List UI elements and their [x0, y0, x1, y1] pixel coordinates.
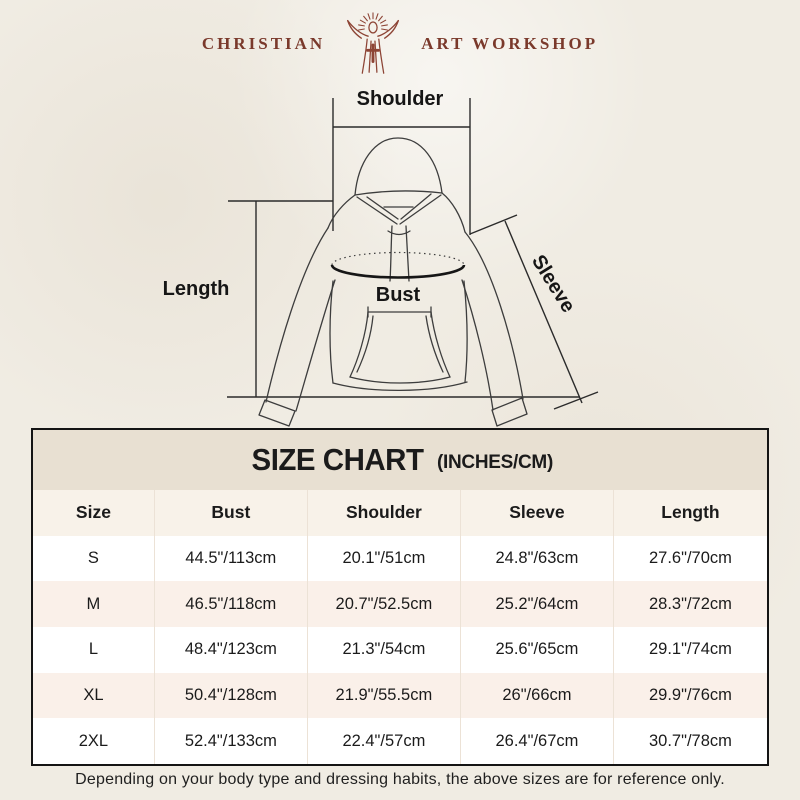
size-chart-title-band: SIZE CHART (INCHES/CM)	[33, 430, 767, 490]
jesus-open-arms-icon	[347, 12, 400, 74]
bust-line-dotted	[331, 251, 465, 266]
table-row-2xl: 2XL 52.4"/133cm 22.4"/57cm 26.4"/67cm 30…	[33, 718, 767, 765]
cell-shoulder: 21.9"/55.5cm	[308, 672, 461, 719]
col-header-length: Length	[661, 502, 720, 523]
shoulder-measure-lines	[332, 98, 471, 235]
shoulder-label: Shoulder	[357, 88, 444, 110]
figure-head	[368, 21, 378, 34]
reference-note: Depending on your body type and dressing…	[75, 771, 725, 788]
brand-name-left: CHRISTIAN	[201, 34, 326, 53]
cross-icon	[366, 43, 381, 63]
table-header-row: Size Bust Shoulder Sleeve Length	[33, 490, 767, 536]
col-header-sleeve: Sleeve	[461, 490, 614, 536]
cell-sleeve: 24.8"/63cm	[461, 535, 614, 582]
cell-length: 29.1"/74cm	[649, 640, 732, 659]
length-label: Length	[163, 278, 230, 300]
cell-sleeve: 26"/66cm	[461, 672, 614, 719]
sleeve-measure-lines	[469, 214, 599, 410]
cell-size: M	[33, 581, 155, 628]
col-header-shoulder: Shoulder	[308, 490, 461, 536]
hoodie-sketch: Shoulder Length Bust Sleeve	[163, 88, 599, 427]
cell-bust: 50.4"/128cm	[155, 672, 308, 719]
cell-size: L	[33, 627, 155, 673]
length-measure-lines	[227, 200, 580, 398]
table-row-l: L 48.4"/123cm 21.3"/54cm 25.6"/65cm 29.1…	[33, 627, 767, 673]
cell-shoulder: 20.7"/52.5cm	[308, 581, 461, 628]
size-chart-title: SIZE CHART	[251, 442, 424, 477]
bust-label: Bust	[376, 284, 421, 306]
cell-shoulder: 21.3"/54cm	[308, 627, 461, 673]
cell-bust: 48.4"/123cm	[155, 627, 308, 673]
figure-robe	[361, 38, 385, 74]
cell-shoulder: 22.4"/57cm	[308, 718, 461, 765]
cell-length: 28.3"/72cm	[649, 594, 732, 613]
cell-size: XL	[33, 672, 155, 719]
table-row-m: M 46.5"/118cm 20.7"/52.5cm 25.2"/64cm 28…	[33, 581, 767, 628]
table-row-xl: XL 50.4"/128cm 21.9"/55.5cm 26"/66cm 29.…	[33, 672, 767, 719]
brand-name-right: ART WORKSHOP	[421, 34, 599, 53]
brand-header: CHRISTIAN	[0, 8, 800, 80]
cell-size: S	[33, 535, 155, 582]
cell-length: 27.6"/70cm	[649, 549, 732, 567]
cell-bust: 52.4"/133cm	[155, 718, 308, 765]
cell-sleeve: 25.6"/65cm	[461, 627, 614, 673]
halo-rays	[358, 12, 389, 31]
cell-length: 29.9"/76cm	[649, 686, 732, 705]
cell-shoulder: 20.1"/51cm	[308, 535, 461, 582]
cell-bust: 44.5"/113cm	[155, 535, 308, 582]
table-row-s: S 44.5"/113cm 20.1"/51cm 24.8"/63cm 27.6…	[33, 535, 767, 582]
cell-bust: 46.5"/118cm	[155, 581, 308, 628]
size-chart-panel: SIZE CHART (INCHES/CM) Size Bust Shoulde…	[31, 428, 769, 766]
figure-arms	[347, 19, 400, 39]
measurement-diagram: Shoulder Length Bust Sleeve	[0, 85, 800, 428]
hoodie-outline	[258, 137, 528, 427]
col-header-bust: Bust	[155, 490, 308, 536]
cell-sleeve: 25.2"/64cm	[461, 581, 614, 628]
cell-size: 2XL	[33, 718, 155, 765]
size-chart-units: (INCHES/CM)	[437, 452, 553, 473]
cell-sleeve: 26.4"/67cm	[461, 718, 614, 765]
bust-line-solid	[330, 264, 466, 279]
col-header-size: Size	[33, 490, 155, 536]
sleeve-label: Sleeve	[527, 251, 579, 316]
cell-length: 30.7"/78cm	[649, 731, 732, 750]
